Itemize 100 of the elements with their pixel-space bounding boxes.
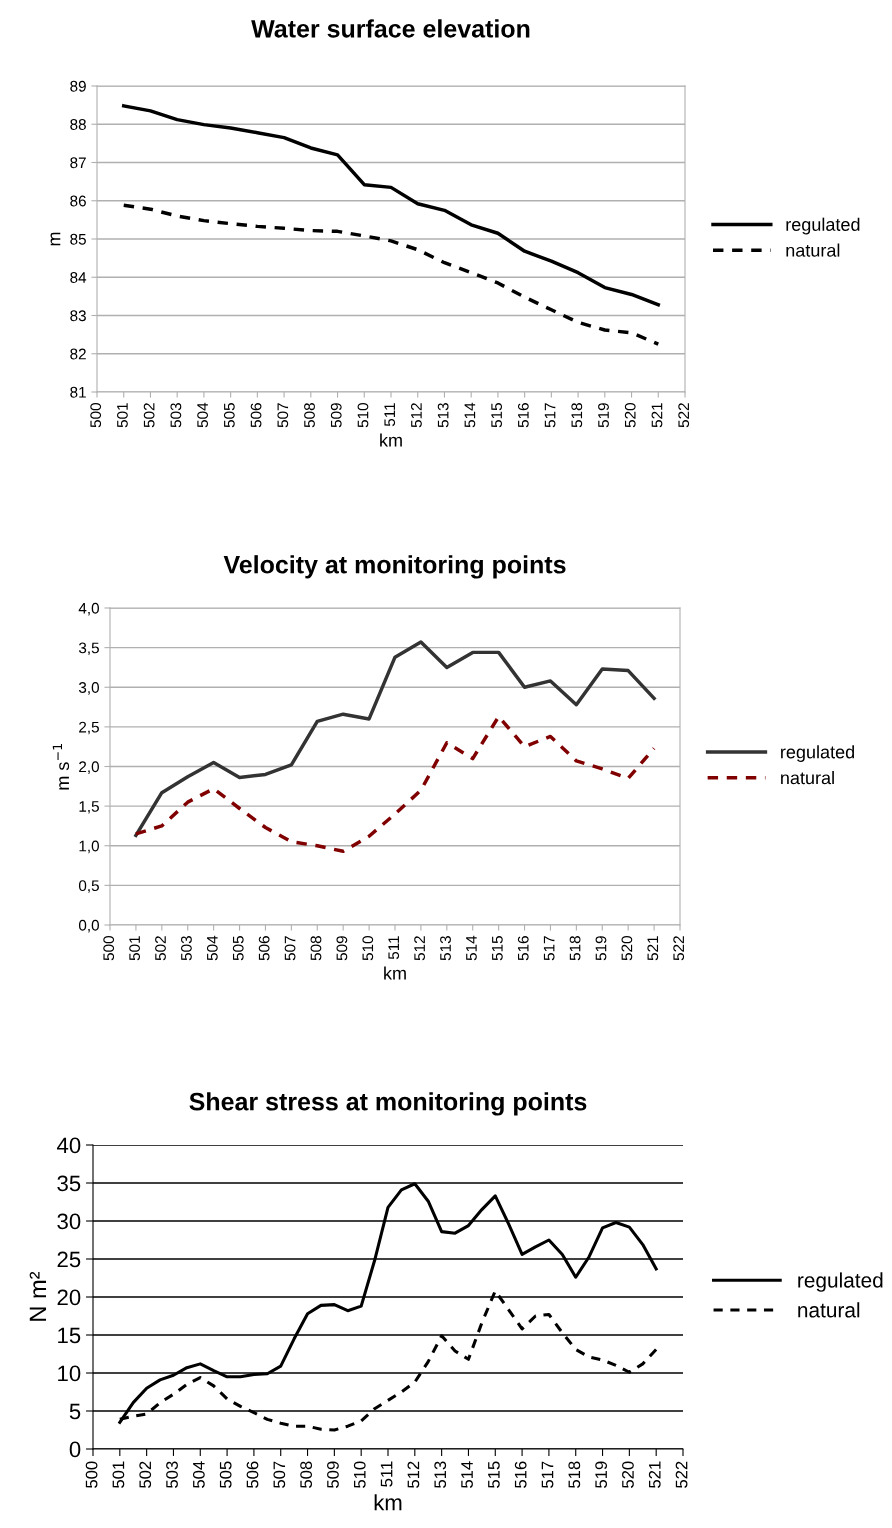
x-tick-label: 515 bbox=[492, 936, 503, 961]
x-tick-label: 513 bbox=[437, 403, 449, 428]
x-tick-label: 515 bbox=[488, 1461, 500, 1488]
x-tick-label: 516 bbox=[514, 1461, 527, 1488]
x-tick-label: 517 bbox=[543, 936, 555, 961]
line-series bbox=[134, 640, 656, 838]
x-tick-label: 519 bbox=[595, 1461, 608, 1488]
x-tick-label: 501 bbox=[117, 403, 128, 428]
x-tick-label: 501 bbox=[112, 1461, 125, 1488]
x-tick-label: 521 bbox=[647, 936, 659, 961]
y-tick-label: 0,5 bbox=[78, 880, 99, 893]
x-tick-label: 512 bbox=[414, 936, 426, 961]
x-tick-label: 503 bbox=[170, 403, 182, 428]
x-tick-label: 521 bbox=[651, 403, 663, 428]
line-series bbox=[121, 104, 661, 307]
x-tick-label: 520 bbox=[621, 936, 633, 961]
y-tick-label: 2,5 bbox=[79, 721, 99, 735]
y-tick-label: 85 bbox=[70, 233, 86, 245]
chart-title: Velocity at monitoring points bbox=[223, 555, 566, 579]
x-tick-label: 509 bbox=[327, 1461, 339, 1488]
x-tick-label: 510 bbox=[357, 403, 369, 428]
y-tick-label: 3,5 bbox=[78, 642, 99, 656]
x-tick-label: 514 bbox=[464, 402, 476, 428]
x-tick-label: 510 bbox=[362, 936, 374, 961]
x-tick-label: 515 bbox=[491, 403, 503, 428]
x-tick-label: 507 bbox=[284, 936, 296, 961]
y-axis-title: m bbox=[50, 232, 61, 246]
x-tick-label: 506 bbox=[250, 403, 262, 428]
y-tick-label: 40 bbox=[56, 1137, 81, 1154]
x-tick-label: 507 bbox=[277, 403, 289, 428]
y-tick-label: 5 bbox=[69, 1403, 81, 1420]
y-tick-label: 4,0 bbox=[78, 602, 99, 616]
y-tick-label: 82 bbox=[70, 348, 86, 360]
y-tick-label: 25 bbox=[57, 1251, 81, 1268]
legend-label: natural bbox=[798, 1302, 860, 1318]
x-tick-label: 518 bbox=[568, 1461, 581, 1488]
x-tick-label: 520 bbox=[622, 1461, 634, 1488]
y-tick-label: 35 bbox=[57, 1175, 81, 1192]
y-tick-label: 87 bbox=[70, 157, 86, 169]
y-tick-label: 20 bbox=[57, 1289, 81, 1306]
legend-label: regulated bbox=[798, 1272, 883, 1292]
x-tick-label: 512 bbox=[411, 403, 422, 428]
x-tick-label: 502 bbox=[155, 936, 166, 961]
x-tick-label: 505 bbox=[223, 403, 235, 428]
x-tick-label: 511 bbox=[380, 1461, 393, 1487]
y-tick-label: 1,0 bbox=[79, 840, 99, 854]
x-axis-title: km bbox=[384, 966, 406, 980]
x-tick-label: 522 bbox=[678, 403, 690, 428]
x-tick-label: 508 bbox=[310, 936, 322, 961]
x-tick-label: 503 bbox=[181, 936, 192, 961]
x-tick-label: 506 bbox=[258, 936, 270, 961]
y-tick-label: 10 bbox=[58, 1365, 81, 1382]
y-tick-label: 2,0 bbox=[79, 761, 99, 774]
legend-label: regulated bbox=[786, 217, 860, 235]
x-tick-label: 518 bbox=[569, 936, 581, 961]
x-tick-label: 505 bbox=[219, 1461, 232, 1488]
y-tick-label: 89 bbox=[70, 80, 86, 92]
x-tick-label: 519 bbox=[595, 936, 607, 961]
x-tick-label: 512 bbox=[407, 1461, 420, 1488]
x-tick-label: 516 bbox=[517, 936, 529, 961]
y-tick-label: 83 bbox=[70, 310, 86, 322]
y-tick-label: 0,0 bbox=[78, 919, 99, 933]
x-tick-label: 502 bbox=[143, 403, 155, 428]
x-tick-label: 518 bbox=[571, 403, 583, 428]
y-tick-label: 30 bbox=[57, 1213, 81, 1230]
x-tick-label: 511 bbox=[388, 936, 400, 960]
y-tick-label: 3,0 bbox=[78, 682, 99, 695]
x-tick-label: 522 bbox=[675, 1461, 688, 1488]
y-tick-label: 84 bbox=[70, 272, 87, 283]
x-tick-label: 506 bbox=[246, 1461, 259, 1488]
x-tick-label: 505 bbox=[232, 936, 244, 961]
x-tick-label: 510 bbox=[353, 1461, 366, 1488]
x-tick-label: 504 bbox=[197, 402, 209, 428]
y-tick-label: 0 bbox=[69, 1441, 81, 1458]
legend-label: regulated bbox=[781, 745, 854, 762]
x-tick-label: 514 bbox=[466, 935, 477, 961]
y-tick-label: 86 bbox=[70, 195, 86, 207]
legend-label: natural bbox=[786, 243, 840, 257]
x-tick-label: 509 bbox=[336, 936, 348, 961]
x-tick-label: 501 bbox=[129, 936, 141, 961]
y-tick-label: 88 bbox=[70, 119, 86, 130]
x-tick-label: 509 bbox=[330, 403, 342, 428]
y-tick-label: 15 bbox=[58, 1327, 81, 1344]
x-tick-label: 516 bbox=[517, 403, 529, 428]
x-tick-label: 508 bbox=[304, 403, 315, 428]
y-axis-title: m s$^{−1}$ bbox=[52, 743, 70, 790]
legend-label: natural bbox=[781, 771, 834, 785]
y-tick-label: 81 bbox=[70, 386, 86, 398]
y-tick-label: 1,5 bbox=[79, 801, 99, 814]
x-tick-label: 508 bbox=[300, 1461, 313, 1488]
x-tick-label: 522 bbox=[673, 936, 685, 961]
line-series bbox=[121, 203, 661, 346]
x-tick-label: 517 bbox=[544, 403, 556, 428]
x-tick-label: 513 bbox=[440, 936, 451, 961]
x-tick-label: 503 bbox=[166, 1461, 178, 1488]
x-tick-label: 504 bbox=[192, 1461, 205, 1488]
chart-title: Shear stress at monitoring points bbox=[189, 1092, 587, 1116]
x-tick-label: 519 bbox=[598, 403, 609, 428]
x-tick-label: 502 bbox=[139, 1461, 152, 1488]
y-axis-title: N m² bbox=[29, 1271, 47, 1321]
